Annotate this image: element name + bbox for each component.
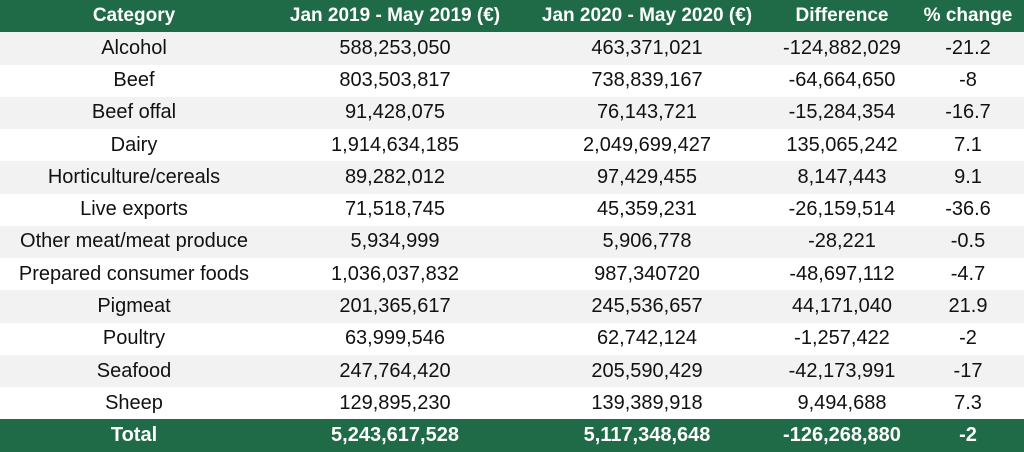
value-cell: 8,147,443 bbox=[772, 161, 912, 194]
value-cell: -1,257,422 bbox=[794, 327, 890, 350]
value-cell: 139,389,918 bbox=[591, 391, 703, 414]
value-cell: 803,503,817 bbox=[339, 69, 451, 92]
value-cell: 738,839,167 bbox=[591, 69, 703, 92]
total-row: Total 5,243,617,528 5,117,348,648 -126,268,… bbox=[0, 419, 1024, 452]
value-cell: 21.9 bbox=[912, 290, 1024, 323]
value-cell: 201,365,617 bbox=[268, 290, 522, 323]
header-cell: Category bbox=[0, 0, 268, 33]
category-cell: Alcohol bbox=[0, 32, 268, 65]
header-cell: Jan 2019 - May 2019 (€) bbox=[268, 0, 522, 33]
category-cell: Beef offal bbox=[0, 96, 268, 130]
value-cell: 129,895,230 bbox=[339, 391, 451, 414]
data-row: Seafood 247,764,420 205,590,429 -42,173,991… bbox=[0, 354, 1024, 388]
header-cell: Difference bbox=[772, 0, 912, 33]
value-cell: 7.3 bbox=[954, 391, 982, 414]
value-cell: 245,536,657 bbox=[522, 290, 772, 323]
data-row: Pigmeat 201,365,617 245,536,657 44,171,040 2… bbox=[0, 290, 1024, 323]
header-row: Category Jan 2019 - May 2019 (€) Jan 2020 … bbox=[0, 0, 1024, 33]
value-cell: -42,173,991 bbox=[772, 354, 912, 388]
data-row: Dairy 1,914,634,185 2,049,699,427 135,065,2… bbox=[0, 129, 1024, 161]
value-cell: 987,340720 bbox=[594, 262, 700, 285]
category-cell: Live exports bbox=[80, 198, 188, 221]
value-cell: 7.1 bbox=[954, 133, 982, 156]
data-row: Other meat/meat produce 5,934,999 5,906,77… bbox=[0, 225, 1024, 259]
value-cell: 5,906,778 bbox=[522, 225, 772, 259]
value-cell: 44,171,040 bbox=[772, 290, 912, 323]
value-cell: 1,036,037,832 bbox=[331, 262, 459, 285]
category-cell: Pigmeat bbox=[0, 290, 268, 323]
value-cell: 1,914,634,185 bbox=[331, 133, 459, 156]
value-cell: -2 bbox=[959, 327, 977, 350]
value-cell: -48,697,112 bbox=[789, 262, 895, 285]
category-cell: Dairy bbox=[110, 133, 158, 156]
value-cell: 247,764,420 bbox=[268, 354, 522, 388]
value-cell: 89,282,012 bbox=[268, 161, 522, 194]
data-row: Live exports 71,518,745 45,359,231 -26,159,… bbox=[0, 194, 1024, 226]
value-cell: -124,882,029 bbox=[772, 32, 912, 65]
value-cell: -17 bbox=[912, 354, 1024, 388]
value-cell: 45,359,231 bbox=[596, 198, 698, 221]
category-cell: Sheep bbox=[105, 391, 163, 414]
value-cell: 205,590,429 bbox=[522, 354, 772, 388]
category-cell: Horticulture/cereals bbox=[0, 161, 268, 194]
total-cell: 5,117,348,648 bbox=[522, 419, 772, 452]
category-cell: Prepared consumer foods bbox=[18, 262, 250, 285]
value-cell: -26,159,514 bbox=[788, 198, 896, 221]
total-cell: Total bbox=[0, 419, 268, 452]
value-cell: -28,221 bbox=[772, 225, 912, 259]
value-cell: -15,284,354 bbox=[772, 96, 912, 130]
category-cell: Beef bbox=[113, 69, 155, 92]
value-cell: 463,371,021 bbox=[522, 32, 772, 65]
value-cell: -4.7 bbox=[950, 262, 986, 285]
value-cell: 5,934,999 bbox=[268, 225, 522, 259]
data-row: Horticulture/cereals 89,282,012 97,429,455… bbox=[0, 161, 1024, 194]
data-row: Poultry 63,999,546 62,742,124 -1,257,422 -2 bbox=[0, 323, 1024, 355]
category-cell: Other meat/meat produce bbox=[0, 225, 268, 259]
value-cell: 63,999,546 bbox=[344, 327, 446, 350]
value-cell: 62,742,124 bbox=[596, 327, 698, 350]
header-cell: % change bbox=[912, 0, 1024, 33]
value-cell: 91,428,075 bbox=[268, 96, 522, 130]
value-cell: 71,518,745 bbox=[344, 198, 446, 221]
value-cell: 9.1 bbox=[912, 161, 1024, 194]
value-cell: 588,253,050 bbox=[268, 32, 522, 65]
value-cell: -16.7 bbox=[912, 96, 1024, 130]
total-cell: 5,243,617,528 bbox=[268, 419, 522, 452]
value-cell: -64,664,650 bbox=[788, 69, 896, 92]
value-cell: 97,429,455 bbox=[522, 161, 772, 194]
data-row: Prepared consumer foods 1,036,037,832 987,… bbox=[0, 258, 1024, 290]
value-cell: -0.5 bbox=[912, 225, 1024, 259]
data-row: Beef 803,503,817 738,839,167 -64,664,650 -8 bbox=[0, 65, 1024, 97]
total-cell: -126,268,880 bbox=[772, 419, 912, 452]
value-cell: -8 bbox=[959, 69, 977, 92]
header-cell: Jan 2020 - May 2020 (€) bbox=[522, 0, 772, 33]
value-cell: 2,049,699,427 bbox=[583, 133, 711, 156]
value-cell: 76,143,721 bbox=[522, 96, 772, 130]
total-cell: -2 bbox=[912, 419, 1024, 452]
data-row: Beef offal 91,428,075 76,143,721 -15,284,35… bbox=[0, 96, 1024, 130]
category-cell: Poultry bbox=[102, 327, 166, 350]
value-cell: 9,494,688 bbox=[797, 391, 887, 414]
value-cell: 135,065,242 bbox=[786, 133, 898, 156]
category-cell: Seafood bbox=[0, 354, 268, 388]
value-cell: -21.2 bbox=[912, 32, 1024, 65]
value-cell: -36.6 bbox=[945, 198, 991, 221]
data-row: Alcohol 588,253,050 463,371,021 -124,882,02… bbox=[0, 32, 1024, 65]
data-row: Sheep 129,895,230 139,389,918 9,494,688 7.3 bbox=[0, 387, 1024, 419]
